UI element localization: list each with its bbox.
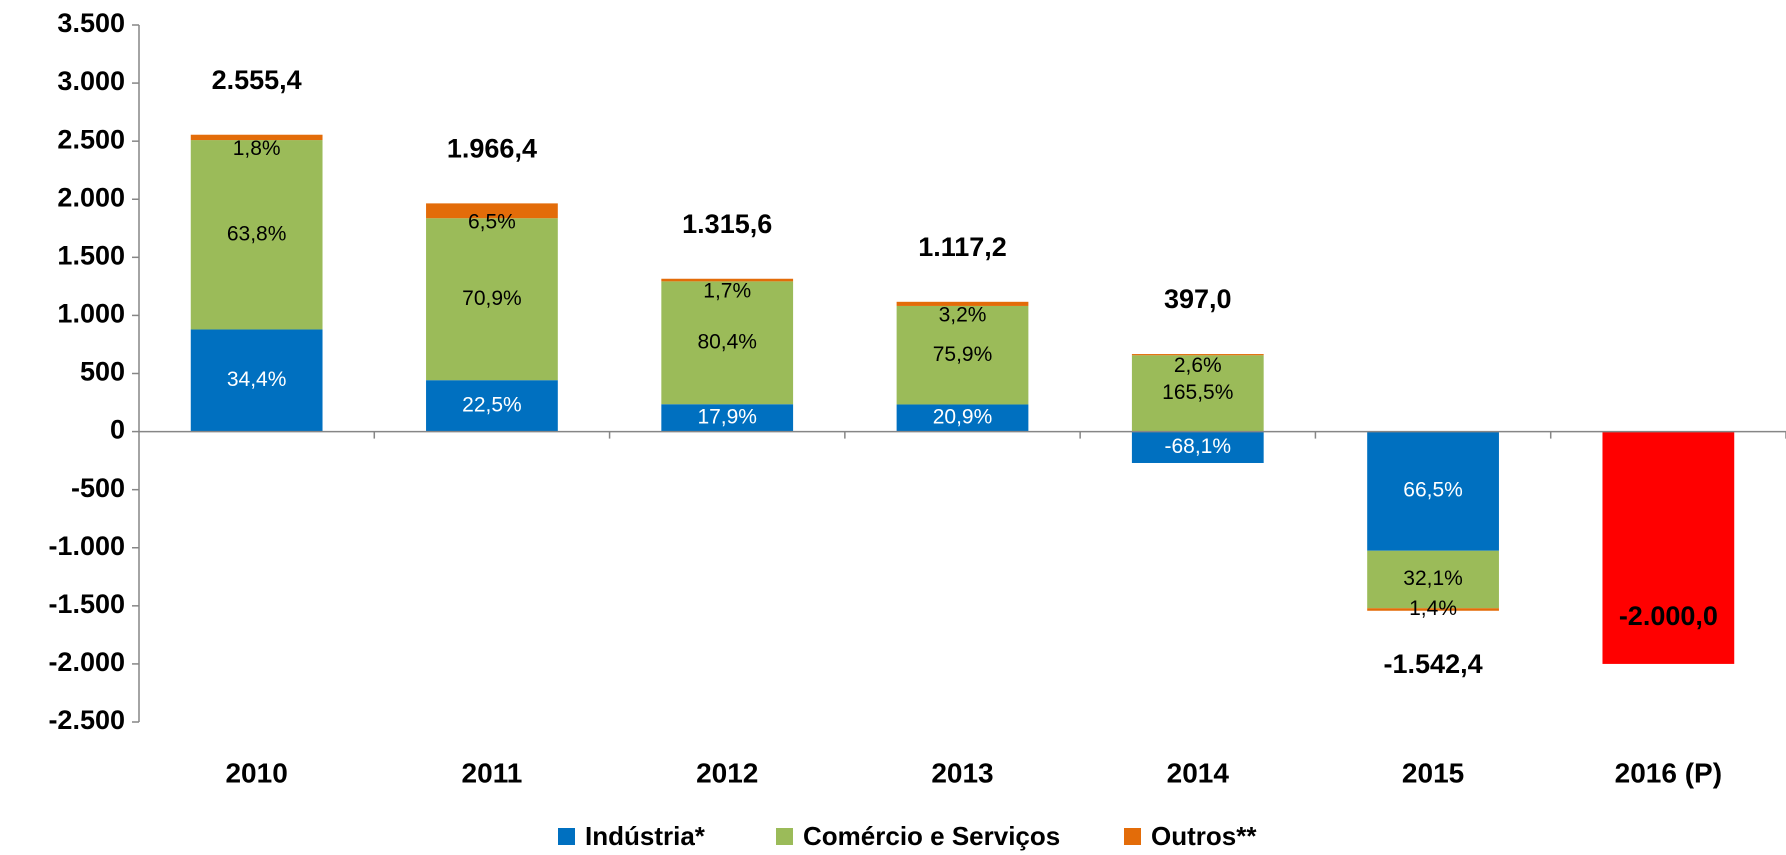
y-tick-label: 1.500 <box>57 240 125 270</box>
bar-segment <box>661 278 794 282</box>
bar-segment <box>661 281 794 405</box>
legend-swatch <box>558 828 575 845</box>
bar-segment <box>426 380 558 432</box>
x-tick-label: 2016 (P) <box>1615 757 1722 788</box>
legend-label: Outros** <box>1151 821 1257 851</box>
bar-segment <box>1367 608 1499 611</box>
segment-label: 34,4% <box>227 368 287 391</box>
segment-label: 20,9% <box>933 406 993 429</box>
segment-label: 165,5% <box>1162 381 1233 404</box>
segment-label: 22,5% <box>462 393 522 416</box>
x-tick-label: 2013 <box>931 757 993 788</box>
bar-segment <box>896 404 1029 432</box>
bar-segment <box>1131 431 1264 463</box>
bar-segment <box>661 404 794 432</box>
total-label: 1.117,2 <box>918 232 1007 262</box>
bar-segment <box>1131 354 1264 356</box>
bar-segment <box>426 203 558 219</box>
x-tick-label: 2015 <box>1402 757 1464 788</box>
x-tick-label: 2010 <box>225 757 287 788</box>
total-label: -2.000,0 <box>1619 601 1718 631</box>
segment-label: 63,8% <box>227 222 287 245</box>
total-label: 1.966,4 <box>447 134 537 164</box>
segment-label: 1,8% <box>233 137 281 160</box>
segment-label: 6,5% <box>468 210 516 233</box>
segment-label: 75,9% <box>933 343 993 366</box>
y-tick-label: 2.000 <box>57 182 125 212</box>
y-tick-label: -2.500 <box>48 705 125 735</box>
total-label: -1.542,4 <box>1384 649 1483 679</box>
total-label: 1.315,6 <box>682 209 772 239</box>
legend-swatch <box>776 828 793 845</box>
bar-segment <box>896 301 1029 306</box>
legend-label: Comércio e Serviços <box>803 821 1060 851</box>
y-tick-label: -1.500 <box>48 589 125 619</box>
segment-label: 70,9% <box>462 287 522 310</box>
segment-label: -68,1% <box>1165 435 1232 458</box>
y-tick-label: 500 <box>80 357 125 387</box>
bar-segment <box>1367 431 1499 551</box>
segment-label: 1,7% <box>703 280 751 303</box>
y-tick-label: 3.000 <box>57 66 125 96</box>
segment-label: 3,2% <box>939 303 987 326</box>
segment-label: 32,1% <box>1403 567 1463 590</box>
x-tick-label: 2012 <box>696 757 758 788</box>
segment-label: 17,9% <box>697 405 757 428</box>
y-tick-label: -2.000 <box>48 647 125 677</box>
total-label: 2.555,4 <box>212 65 302 95</box>
y-tick-label: 1.000 <box>57 299 125 329</box>
x-tick-label: 2014 <box>1167 757 1230 788</box>
bar-segment <box>426 218 558 381</box>
x-tick-label: 2011 <box>462 757 523 788</box>
bar-segment <box>190 329 323 432</box>
y-tick-label: 0 <box>110 415 125 445</box>
legend-swatch <box>1124 828 1141 845</box>
bar-segment <box>896 305 1029 405</box>
y-tick-label: 2.500 <box>57 124 125 154</box>
y-tick-label: 3.500 <box>57 8 125 38</box>
y-tick-label: -500 <box>71 473 125 503</box>
segment-label: 66,5% <box>1403 479 1463 502</box>
bar-segment <box>190 134 323 141</box>
bar-segment <box>1367 550 1499 609</box>
y-tick-label: -1.000 <box>48 531 125 561</box>
bar-segment <box>1131 355 1264 432</box>
legend-label: Indústria* <box>585 821 706 851</box>
bar <box>1602 431 1735 664</box>
segment-label: 80,4% <box>697 330 757 353</box>
segment-label: 1,4% <box>1409 597 1457 620</box>
segment-label: 2,6% <box>1174 354 1222 377</box>
bar-segment <box>190 140 323 330</box>
total-label: 397,0 <box>1164 284 1232 314</box>
